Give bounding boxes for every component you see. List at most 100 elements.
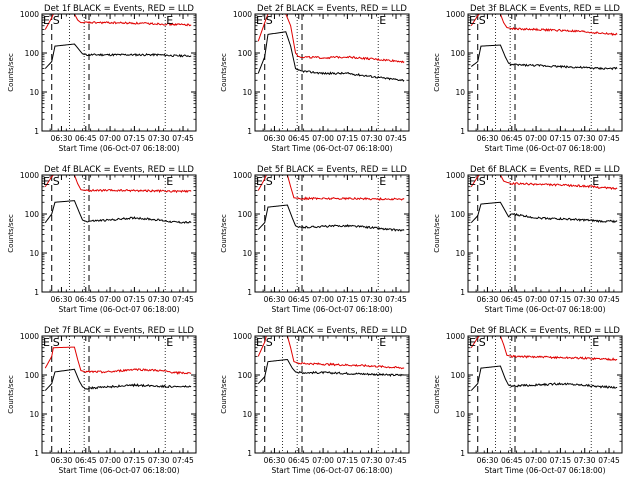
x-tick-label: 07:30 bbox=[148, 456, 170, 465]
y-tick-label: 1000 bbox=[20, 10, 39, 19]
y-tick-label: 10 bbox=[242, 410, 252, 419]
y-tick-label: 1 bbox=[34, 449, 39, 458]
x-tick-label: 06:45 bbox=[75, 456, 97, 465]
marker-label: S bbox=[479, 14, 486, 27]
x-tick-label: 06:30 bbox=[264, 134, 286, 143]
y-axis-label: Counts/sec bbox=[220, 53, 228, 92]
plot-frame bbox=[254, 13, 410, 132]
plot-frame bbox=[254, 174, 410, 293]
x-axis-label: Start Time (06-Oct-07 06:18:00) bbox=[58, 466, 179, 475]
x-axis-label: Start Time (06-Oct-07 06:18:00) bbox=[484, 466, 605, 475]
marker-label: E bbox=[43, 14, 50, 27]
events-series-line bbox=[257, 358, 405, 384]
y-tick-label: 100 bbox=[238, 49, 253, 58]
y-tick-label: 1 bbox=[34, 288, 39, 297]
x-axis-label: Start Time (06-Oct-07 06:18:00) bbox=[58, 305, 179, 314]
marker-label: E bbox=[256, 175, 263, 188]
y-axis-label: Counts/sec bbox=[7, 53, 15, 92]
x-tick-label: 07:45 bbox=[385, 295, 407, 304]
x-tick-label: 07:15 bbox=[124, 456, 146, 465]
events-series-line bbox=[44, 368, 192, 391]
marker-label: S bbox=[266, 336, 273, 349]
x-tick-label: 07:00 bbox=[99, 456, 121, 465]
marker-label: E bbox=[592, 14, 599, 27]
x-tick-label: 06:30 bbox=[477, 134, 499, 143]
y-tick-label: 100 bbox=[451, 371, 466, 380]
events-series-line bbox=[470, 44, 618, 71]
marker-label: E bbox=[256, 14, 263, 27]
events-series-line bbox=[257, 31, 405, 82]
marker-label: E bbox=[469, 336, 476, 349]
panel-title: Det 3f BLACK = Events, RED = LLD bbox=[470, 4, 620, 14]
y-tick-label: 1000 bbox=[446, 332, 465, 341]
x-axis-label: Start Time (06-Oct-07 06:18:00) bbox=[271, 144, 392, 153]
x-tick-label: 07:45 bbox=[598, 456, 620, 465]
x-tick-label: 06:45 bbox=[288, 456, 310, 465]
x-tick-label: 07:15 bbox=[550, 295, 572, 304]
marker-label: S bbox=[53, 336, 60, 349]
x-tick-label: 07:30 bbox=[574, 134, 596, 143]
x-tick-label: 07:15 bbox=[337, 456, 359, 465]
x-tick-label: 07:45 bbox=[172, 295, 194, 304]
y-tick-label: 100 bbox=[238, 371, 253, 380]
events-series-line bbox=[470, 365, 618, 391]
marker-label: S bbox=[266, 175, 273, 188]
x-tick-label: 07:00 bbox=[99, 134, 121, 143]
y-tick-label: 1000 bbox=[20, 171, 39, 180]
x-tick-label: 06:30 bbox=[51, 456, 73, 465]
x-tick-label: 06:45 bbox=[288, 295, 310, 304]
x-tick-label: 06:45 bbox=[501, 295, 523, 304]
x-tick-label: 07:45 bbox=[385, 134, 407, 143]
plot-frame bbox=[254, 335, 410, 454]
y-axis-label: Counts/sec bbox=[220, 375, 228, 414]
x-tick-label: 07:00 bbox=[99, 295, 121, 304]
x-tick-label: 07:30 bbox=[361, 456, 383, 465]
y-axis-label: Counts/sec bbox=[7, 214, 15, 253]
events-series-line bbox=[44, 43, 192, 69]
y-axis-label: Counts/sec bbox=[220, 214, 228, 253]
x-axis-label: Start Time (06-Oct-07 06:18:00) bbox=[271, 466, 392, 475]
x-tick-label: 06:45 bbox=[501, 456, 523, 465]
y-tick-label: 1 bbox=[34, 127, 39, 136]
y-tick-label: 100 bbox=[25, 49, 40, 58]
y-tick-label: 1 bbox=[247, 127, 252, 136]
y-tick-label: 1000 bbox=[233, 171, 252, 180]
x-tick-label: 06:30 bbox=[51, 134, 73, 143]
panel-title: Det 8f BLACK = Events, RED = LLD bbox=[257, 326, 407, 336]
x-axis-label: Start Time (06-Oct-07 06:18:00) bbox=[484, 144, 605, 153]
marker-label: S bbox=[479, 175, 486, 188]
marker-label: E bbox=[166, 175, 173, 188]
y-tick-label: 100 bbox=[238, 210, 253, 219]
x-tick-label: 07:30 bbox=[574, 456, 596, 465]
y-tick-label: 10 bbox=[29, 410, 39, 419]
x-tick-label: 07:30 bbox=[574, 295, 596, 304]
plot-frame bbox=[467, 335, 623, 454]
x-tick-label: 07:00 bbox=[312, 456, 334, 465]
plot-frame bbox=[41, 335, 197, 454]
x-tick-label: 06:45 bbox=[75, 134, 97, 143]
x-tick-label: 07:00 bbox=[312, 134, 334, 143]
marker-label: S bbox=[479, 336, 486, 349]
x-tick-label: 06:30 bbox=[264, 456, 286, 465]
x-tick-label: 07:00 bbox=[525, 295, 547, 304]
marker-label: E bbox=[469, 175, 476, 188]
x-tick-label: 07:15 bbox=[337, 295, 359, 304]
y-tick-label: 10 bbox=[242, 88, 252, 97]
x-tick-label: 07:45 bbox=[598, 134, 620, 143]
x-tick-label: 07:00 bbox=[525, 456, 547, 465]
y-axis-label: Counts/sec bbox=[433, 375, 441, 414]
marker-label: E bbox=[166, 336, 173, 349]
x-tick-label: 06:30 bbox=[477, 456, 499, 465]
x-tick-label: 06:45 bbox=[288, 134, 310, 143]
y-tick-label: 1000 bbox=[446, 10, 465, 19]
x-tick-label: 07:15 bbox=[337, 134, 359, 143]
y-tick-label: 1 bbox=[460, 127, 465, 136]
y-tick-label: 1 bbox=[460, 288, 465, 297]
y-tick-label: 10 bbox=[242, 249, 252, 258]
y-axis-label: Counts/sec bbox=[433, 53, 441, 92]
marker-label: E bbox=[379, 14, 386, 27]
